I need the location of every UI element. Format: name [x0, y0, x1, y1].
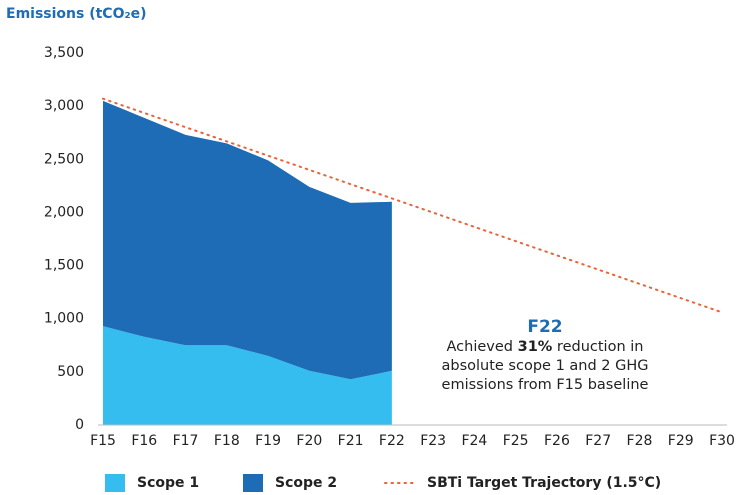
annotation-heading: F22: [527, 317, 562, 337]
legend-swatch: [243, 474, 263, 492]
y-tick-label: 2,500: [44, 151, 84, 167]
x-tick-label: F18: [214, 433, 240, 449]
y-tick-label: 1,000: [44, 311, 84, 327]
x-tick-label: F24: [461, 433, 487, 449]
x-tick-label: F16: [131, 433, 157, 449]
area: [103, 326, 392, 425]
annotation-text: emissions from F15 baseline: [442, 377, 649, 393]
y-tick-label: 2,000: [44, 204, 84, 220]
x-tick-label: F26: [544, 433, 570, 449]
legend-label: SBTi Target Trajectory (1.5°C): [427, 475, 661, 491]
y-tick-label: 0: [75, 417, 84, 433]
x-tick-label: F17: [173, 433, 199, 449]
x-tick-label: F22: [379, 433, 405, 449]
x-tick-label: F15: [90, 433, 116, 449]
y-tick-label: 3,000: [44, 98, 84, 114]
y-tick-label: 1,500: [44, 258, 84, 274]
annotation-line: Achieved 31% reduction in: [447, 339, 644, 355]
x-tick-label: F19: [255, 433, 281, 449]
legend-swatch: [105, 474, 125, 492]
x-tick-label: F20: [296, 433, 322, 449]
legend-label: Scope 1: [137, 475, 199, 491]
annotation-text: absolute scope 1 and 2 GHG: [441, 358, 648, 374]
y-tick-label: 3,500: [44, 45, 84, 61]
chart-title: Emissions (tCO₂e): [6, 6, 147, 22]
annotation-line: emissions from F15 baseline: [442, 377, 649, 393]
legend-label: Scope 2: [275, 475, 337, 491]
x-tick-label: F30: [709, 433, 735, 449]
annotation-text: Achieved: [447, 339, 518, 355]
area: [103, 100, 392, 380]
target-line: [102, 97, 723, 314]
y-tick-label: 500: [57, 364, 84, 380]
x-tick-label: F23: [420, 433, 446, 449]
x-tick-label: F28: [627, 433, 653, 449]
annotation-text: reduction in: [552, 339, 643, 355]
x-tick-label: F25: [503, 433, 529, 449]
x-tick-label: F27: [585, 433, 611, 449]
x-tick-label: F21: [338, 433, 364, 449]
x-tick-label: F29: [668, 433, 694, 449]
annotation-line: absolute scope 1 and 2 GHG: [441, 358, 648, 374]
annotation-text: 31%: [518, 339, 553, 355]
